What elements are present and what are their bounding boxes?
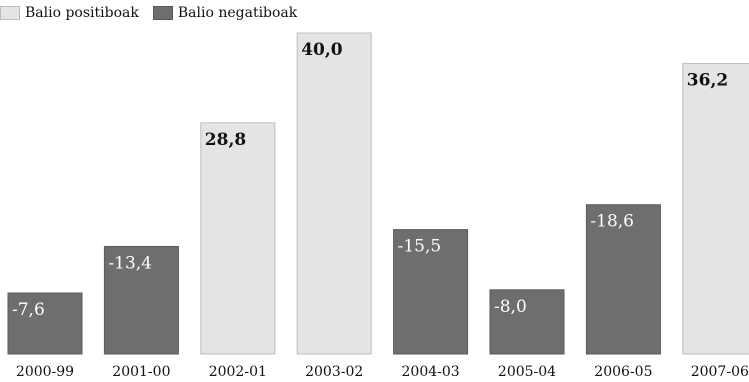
bar-2006-05 (585, 204, 661, 355)
legend-label-negative: Balio negatiboak (177, 5, 298, 21)
bar-2003-02 (296, 32, 372, 355)
x-tick-label-2006-05: 2006-05 (594, 364, 652, 380)
legend-label-positive: Balio positiboak (25, 5, 139, 21)
value-label-2002-01: 28,8 (205, 130, 246, 150)
legend-item-positive: Balio positiboak (0, 5, 139, 21)
value-label-2005-04: -8,0 (494, 297, 527, 317)
x-tick-label-2005-04: 2005-04 (498, 364, 556, 380)
value-label-2000-99: -7,6 (12, 300, 45, 320)
value-label-2006-05: -18,6 (590, 212, 634, 232)
value-label-2003-02: 40,0 (301, 40, 343, 60)
x-tick-label-2001-00: 2001-00 (112, 364, 170, 380)
bar-2001-00 (103, 245, 179, 355)
legend-swatch-positive (0, 6, 20, 20)
value-label-2001-00: -13,4 (108, 253, 152, 273)
x-tick-label-2003-02: 2003-02 (305, 364, 363, 380)
x-tick-label-2007-06: 2007-06 (691, 364, 749, 380)
bar-2005-04 (489, 289, 565, 355)
x-tick-label-2004-03: 2004-03 (402, 364, 460, 380)
x-tick-label-2002-01: 2002-01 (209, 364, 267, 380)
value-label-2007-06: 36,2 (687, 70, 728, 90)
legend: Balio positiboak Balio negatiboak (0, 5, 297, 21)
bar-2002-01 (200, 122, 276, 355)
legend-item-negative: Balio negatiboak (152, 5, 298, 21)
legend-swatch-negative (152, 6, 173, 20)
bar-2000-99 (7, 292, 83, 355)
value-label-2004-03: -15,5 (398, 237, 442, 257)
bar-2004-03 (393, 229, 469, 355)
x-tick-label-2000-99: 2000-99 (16, 364, 74, 380)
bar-2007-06 (682, 62, 749, 355)
